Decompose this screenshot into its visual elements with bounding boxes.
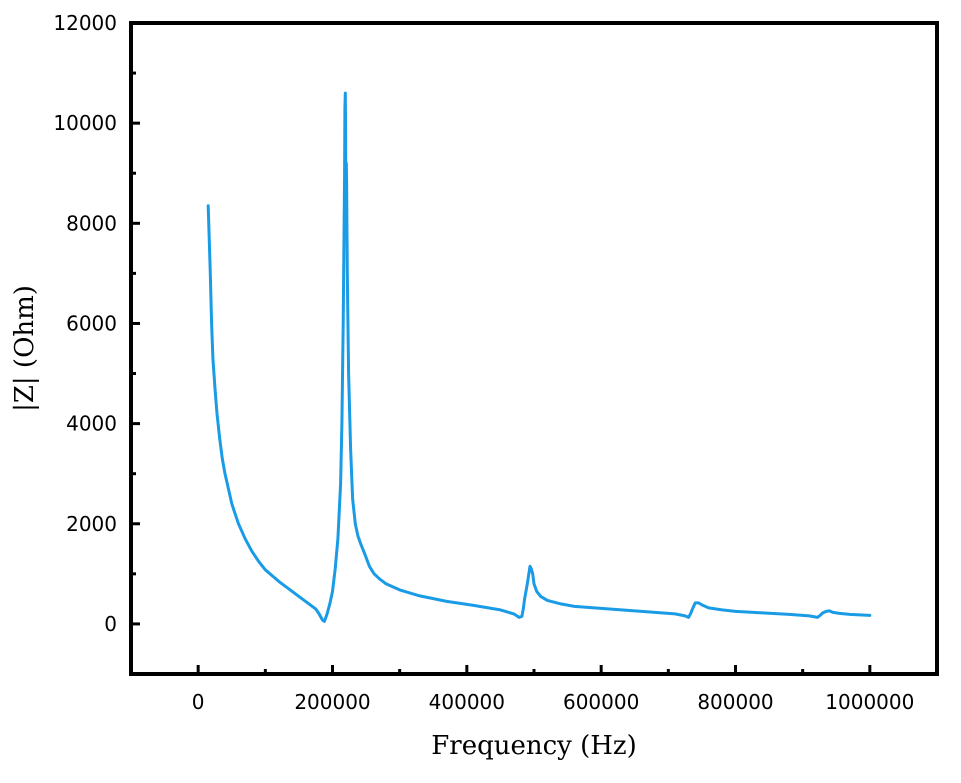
y-tick-label: 0 [104,612,117,636]
series-layer [206,91,872,623]
x-tick-label: 200000 [294,690,370,714]
y-tick-label: 2000 [66,512,117,536]
x-tick-label: 800000 [697,690,773,714]
x-tick-label: 1000000 [825,690,914,714]
impedance-series-line [206,91,872,623]
x-tick-label: 0 [192,690,205,714]
x-tick-label: 600000 [563,690,639,714]
plot-frame [129,21,939,676]
x-tick-label: 400000 [429,690,505,714]
y-tick-label: 10000 [53,111,117,135]
y-tick-label: 8000 [66,211,117,235]
y-tick-label: 12000 [53,11,117,35]
y-axis-ticks: 0 2000 4000 6000 8000 10000 12000 [53,11,140,676]
x-axis-ticks: 0 200000 400000 600000 800000 1000000 [192,665,914,714]
y-axis-title: |Z| (Ohm) [10,285,40,412]
y-tick-label: 4000 [66,412,117,436]
y-tick-label: 6000 [66,311,117,335]
x-axis-title: Frequency (Hz) [431,731,637,761]
